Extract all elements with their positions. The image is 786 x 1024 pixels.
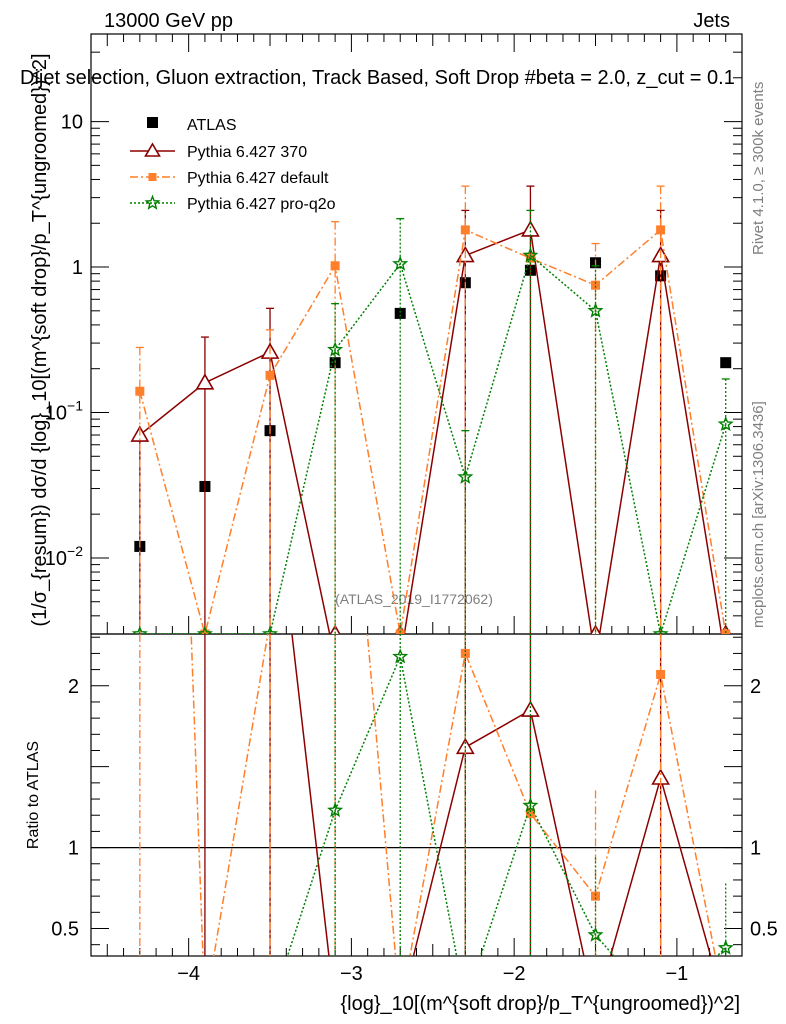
- legend-pdefault-marker: [148, 173, 157, 181]
- pq2o-ratio-point: [717, 939, 734, 955]
- analysis-watermark: (ATLAS_2019_I1772062): [335, 591, 493, 607]
- pq2o-data-point: [392, 255, 409, 271]
- legend-entry-pdefault: Pythia 6.427 default: [130, 170, 329, 187]
- pdefault-ratio-point: [591, 891, 601, 901]
- main-y-tick-label: 10−1: [45, 397, 83, 424]
- ratio-y-tick-label-right: 1: [750, 838, 761, 860]
- pdefault-main-line: [139, 228, 727, 634]
- ratio-plot-frame: [90, 633, 743, 957]
- pdefault-data-point: [656, 225, 666, 235]
- pq2o-ratio-point: [587, 926, 604, 942]
- legend-p370-marker: [144, 142, 161, 157]
- pdefault-data-point: [200, 629, 210, 634]
- pq2o-data-point: [327, 341, 344, 357]
- process-label: Jets: [693, 10, 730, 32]
- legend-entry-p370: Pythia 6.427 370: [130, 142, 307, 161]
- x-tick-label: −2: [503, 963, 526, 985]
- pq2o-data-point: [717, 415, 734, 432]
- pq2o-data-point: [457, 468, 474, 484]
- x-tick-label: −1: [665, 963, 688, 985]
- pdefault-ratio-line: [190, 634, 717, 956]
- legend-p370-label: Pythia 6.427 370: [187, 144, 307, 161]
- p370-main-line: [139, 228, 723, 634]
- pq2o-ratio-point: [392, 648, 409, 664]
- x-axis-label: {log}_10[(m^{soft drop}/p_T^{ungroomed})…: [340, 993, 740, 1015]
- energy-label: 13000 GeV pp: [104, 10, 233, 32]
- ratio-y-tick-label-right: 0.5: [750, 918, 778, 940]
- x-tick-label: −3: [340, 963, 363, 985]
- legend-pdefault-label: Pythia 6.427 default: [187, 170, 329, 187]
- main-y-tick-label: 10: [61, 112, 83, 134]
- pdefault-data-point: [721, 629, 731, 634]
- plot-title: Dijet selection, Gluon extraction, Track…: [20, 67, 735, 89]
- atlas-data-point: [720, 357, 732, 369]
- pq2o-data-point: [652, 625, 669, 634]
- main-y-axis-label: (1/σ_{resum}) dσ/d {log}_10[(m^{soft dro…: [29, 53, 51, 626]
- pq2o-data-point: [131, 625, 148, 634]
- main-y-tick-label: 10−2: [45, 543, 83, 570]
- legend-entry-pq2o: Pythia 6.427 pro-q2o: [130, 194, 336, 213]
- pq2o-main-line: [139, 254, 727, 634]
- mcplots-label: mcplots.cern.ch [arXiv:1306.3436]: [750, 401, 767, 628]
- legend: ATLAS Pythia 6.427 370 Pythia 6.427 defa…: [130, 117, 336, 213]
- pdefault-data-point: [591, 280, 601, 290]
- ratio-y-axis-label: Ratio to ATLAS: [25, 741, 42, 849]
- p370-data-point: [329, 624, 341, 634]
- main-data-layer: [130, 185, 734, 634]
- pdefault-data-point: [265, 370, 275, 380]
- pdefault-data-point: [135, 386, 145, 396]
- p370-data-point: [195, 373, 215, 390]
- ratio-data-layer: [139, 634, 734, 956]
- p370-ratio-point: [521, 700, 540, 717]
- legend-pq2o-label: Pythia 6.427 pro-q2o: [187, 196, 336, 213]
- legend-entry-atlas: ATLAS: [147, 117, 237, 134]
- pq2o-ratio-point: [522, 797, 539, 813]
- pdefault-ratio-point: [460, 648, 470, 658]
- atlas-data-point: [394, 307, 406, 319]
- pq2o-data-point: [196, 625, 213, 634]
- pq2o-data-point: [587, 302, 604, 318]
- pq2o-ratio-point: [327, 801, 344, 818]
- p370-ratio-line: [291, 634, 712, 956]
- pq2o-data-point: [261, 625, 278, 634]
- ratio-y-tick-label-right: 2: [750, 676, 761, 698]
- main-y-tick-label: 1: [72, 257, 83, 279]
- legend-atlas-label: ATLAS: [187, 117, 237, 134]
- x-tick-label: −4: [177, 963, 200, 985]
- ratio-y-tick-label: 0.5: [51, 918, 79, 940]
- pdefault-data-point: [330, 261, 340, 271]
- ratio-y-tick-label: 1: [68, 838, 79, 860]
- pdefault-data-point: [460, 225, 470, 235]
- main-y-axis-ticks: 10 1 10−1 10−2: [45, 33, 742, 635]
- pdefault-ratio-point: [656, 669, 666, 679]
- legend-atlas-marker: [147, 117, 158, 128]
- legend-pq2o-marker: [144, 194, 161, 210]
- pdefault-ratio-point: [525, 809, 535, 819]
- rivet-label: Rivet 4.1.0, ≥ 300k events: [750, 82, 767, 255]
- ratio-y-tick-label: 2: [68, 676, 79, 698]
- ratio-y-axis-ticks: 2 2 1 1 0.5 0.5: [51, 636, 778, 946]
- pq2o-data-point: [522, 247, 539, 263]
